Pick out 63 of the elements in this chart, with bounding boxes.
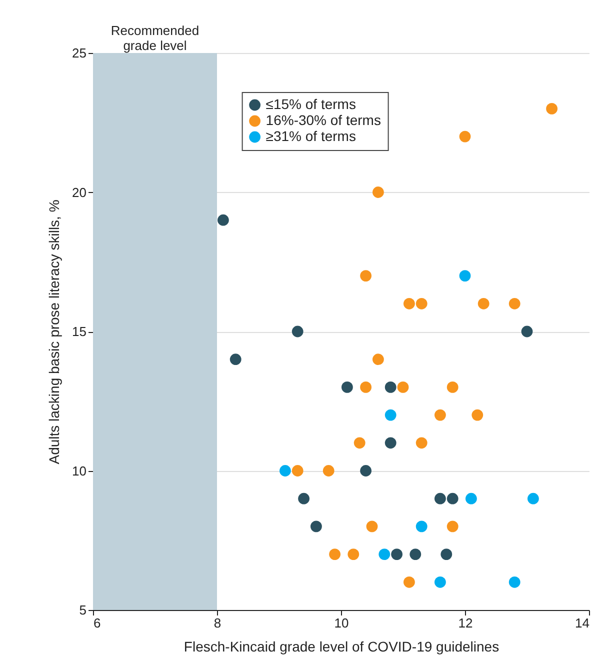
point <box>372 354 384 366</box>
y-tick-label: 25 <box>72 46 86 60</box>
x-tick-label: 6 <box>94 616 101 630</box>
point <box>360 270 372 282</box>
point <box>298 492 310 504</box>
point <box>354 437 366 449</box>
x-tick-label: 12 <box>458 616 473 630</box>
y-axis-title: Adults lacking basic prose literacy skills, % <box>46 200 62 464</box>
point <box>459 270 471 282</box>
y-tick-label: 10 <box>72 463 86 478</box>
point <box>280 465 291 476</box>
point <box>348 548 360 560</box>
point <box>446 382 458 393</box>
point <box>416 298 428 310</box>
x-axis-title: Flesch-Kincaid grade level of COVID-19 guidelines <box>184 638 500 654</box>
point <box>292 326 304 338</box>
point <box>366 520 378 532</box>
point <box>478 298 490 310</box>
point <box>434 492 446 504</box>
y-tick-label: 20 <box>72 184 86 200</box>
point <box>440 548 452 560</box>
point <box>508 298 520 310</box>
point <box>446 492 458 504</box>
point <box>472 409 484 421</box>
band-label: Recommended grade level <box>110 23 200 53</box>
point <box>342 382 353 393</box>
legend-label: ≤15% of terms <box>266 96 356 112</box>
x-tick-label: 10 <box>334 616 349 630</box>
y-tick-label: 5 <box>79 602 86 618</box>
point <box>292 465 304 476</box>
point <box>434 409 446 421</box>
point <box>521 326 533 338</box>
point <box>416 520 428 532</box>
point <box>384 409 396 421</box>
point <box>466 492 477 504</box>
point <box>546 103 558 114</box>
x-tick-label: 8 <box>214 616 222 630</box>
legend-label: ≥31% of terms <box>266 128 356 144</box>
point <box>434 576 446 588</box>
point <box>459 130 471 142</box>
point <box>404 298 415 310</box>
y-tick-label: 15 <box>72 324 86 339</box>
point <box>218 214 229 226</box>
point <box>416 437 428 449</box>
point <box>384 382 396 393</box>
point <box>404 576 415 588</box>
point <box>230 354 242 366</box>
point <box>372 186 384 198</box>
point <box>410 548 422 560</box>
point <box>446 520 458 532</box>
point <box>360 382 372 393</box>
point <box>329 548 340 560</box>
legend-label: 16%-30% of terms <box>266 112 381 128</box>
point <box>391 548 402 560</box>
x-tick-label: 14 <box>575 616 590 630</box>
point <box>322 465 334 476</box>
point <box>528 492 539 504</box>
point <box>384 437 396 449</box>
point <box>360 465 372 476</box>
point <box>378 548 390 560</box>
point <box>508 576 520 588</box>
point <box>397 382 409 393</box>
point <box>310 520 322 532</box>
